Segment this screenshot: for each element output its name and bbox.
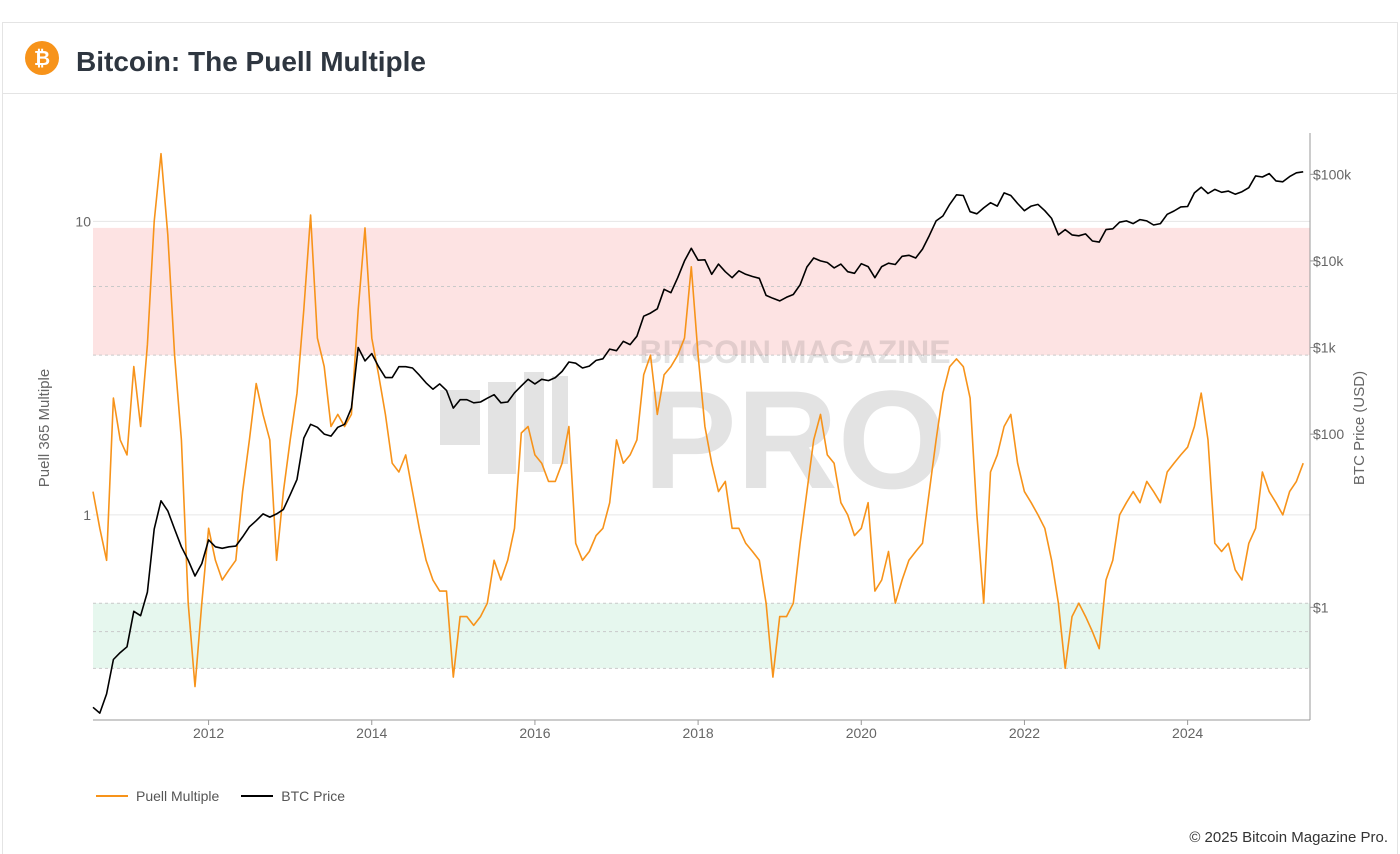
y-right-tick-label: $1 [1313, 599, 1329, 615]
y-right-tick-label: $1k [1313, 340, 1337, 356]
x-tick-label: 2016 [519, 725, 550, 741]
watermark: BITCOIN MAGAZINE PRO [440, 334, 951, 518]
y-left-tick-label: 1 [83, 507, 91, 523]
x-tick-label: 2012 [193, 725, 224, 741]
x-tick-label: 2020 [846, 725, 877, 741]
series-puell-multiple-line [92, 152, 1304, 688]
legend-swatch-price [241, 795, 274, 797]
copyright-notice: © 2025 Bitcoin Magazine Pro. [1189, 829, 1388, 846]
band-low [93, 603, 1310, 669]
y-right-tick-label: $10k [1313, 253, 1344, 269]
legend-label-puell: Puell Multiple [136, 788, 220, 804]
legend-item-puell-multiple[interactable]: Puell Multiple [96, 786, 219, 806]
chart-legend: Puell Multiple BTC Price [96, 786, 345, 806]
y-right-tick-label: $100 [1313, 426, 1344, 442]
y-axis-left-label: Puell 365 Multiple [36, 369, 53, 487]
x-tick-label: 2014 [356, 725, 387, 741]
legend-label-price: BTC Price [281, 788, 346, 804]
chart-card [2, 22, 1398, 854]
watermark-pro-logo-icon [440, 372, 568, 474]
x-tick-label: 2024 [1172, 725, 1203, 741]
bitcoin-logo-icon: ₿ [25, 41, 59, 75]
header-bar [2, 22, 1398, 94]
watermark-line1: BITCOIN MAGAZINE [639, 334, 950, 370]
x-tick-label: 2018 [683, 725, 714, 741]
y-axis-right-label: BTC Price (USD) [1351, 371, 1368, 485]
legend-swatch-puell [96, 795, 128, 797]
y-right-tick-label: $100k [1313, 166, 1352, 182]
y-left-tick-label: 10 [75, 213, 91, 229]
legend-item-btc-price[interactable]: BTC Price [241, 786, 345, 806]
page-title: Bitcoin: The Puell Multiple [76, 46, 426, 77]
band-high [93, 227, 1310, 356]
x-tick-label: 2022 [1009, 725, 1040, 741]
watermark-line2: PRO [643, 361, 946, 518]
svg-text:₿: ₿ [34, 48, 50, 70]
series-btc-price-line [92, 171, 1304, 714]
